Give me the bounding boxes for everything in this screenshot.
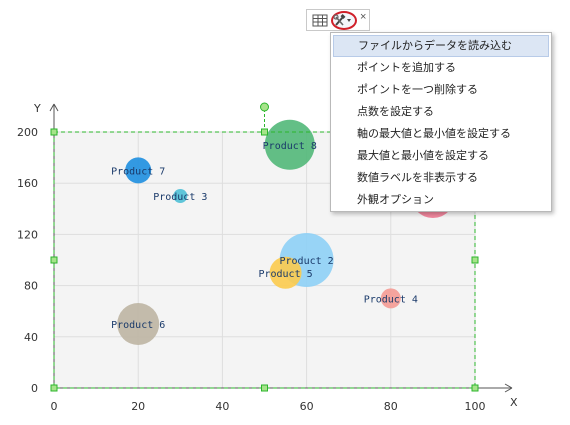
bubble <box>380 288 401 309</box>
chart-toolbar: × <box>306 9 370 31</box>
bubble-label: Product 3 <box>153 192 207 203</box>
x-tick-label: 80 <box>384 400 398 413</box>
menu-item-hide-labels[interactable]: 数値ラベルを非表示する <box>357 172 478 184</box>
y-tick-label: 80 <box>24 280 38 293</box>
y-tick-label: 40 <box>24 331 38 344</box>
x-tick-label: 60 <box>300 400 314 413</box>
y-tick-label: 120 <box>17 228 38 241</box>
bubble-label: Product 2 <box>280 256 334 267</box>
menu-item-remove-point[interactable]: ポイントを一つ削除する <box>357 84 478 96</box>
x-axis-arrow-icon <box>504 383 513 393</box>
bubble <box>269 256 302 289</box>
bubble-label: Product 8 <box>263 141 317 152</box>
resize-handle <box>50 128 58 136</box>
bubble-label: Product 5 <box>258 269 312 280</box>
bubble <box>117 303 160 345</box>
axes: 0 20 40 60 80 100 0 40 80 120 160 200 X Y <box>17 102 518 413</box>
menu-item-load-file[interactable]: ファイルからデータを読み込む <box>333 35 549 57</box>
resize-handle <box>471 256 479 264</box>
rotate-handle <box>260 102 269 112</box>
bubble-label: Product 4 <box>364 294 418 305</box>
resize-handle <box>261 128 268 136</box>
resize-handle <box>471 384 479 392</box>
context-menu: ファイルからデータを読み込む ポイントを追加する ポイントを一つ削除する 点数を… <box>330 32 552 212</box>
table-icon[interactable] <box>310 12 330 29</box>
resize-handle <box>261 384 268 392</box>
x-tick-label: 40 <box>215 400 229 413</box>
tools-icon <box>333 14 351 26</box>
menu-item-appearance[interactable]: 外観オプション <box>357 194 434 206</box>
x-tick-label: 100 <box>465 400 486 413</box>
bubble-label: Product 6 <box>111 320 165 331</box>
resize-handle <box>50 256 58 264</box>
bubble <box>173 189 188 203</box>
y-axis-arrow-icon <box>49 103 59 112</box>
chevron-down-icon <box>347 19 351 22</box>
y-axis-label: Y <box>33 102 41 115</box>
bubble-label: Product 7 <box>111 166 165 177</box>
menu-item-set-count[interactable]: 点数を設定する <box>357 106 434 118</box>
menu-item-add-point[interactable]: ポイントを追加する <box>357 62 456 74</box>
y-tick-label: 160 <box>17 177 38 190</box>
x-tick-label: 0 <box>51 400 58 413</box>
y-tick-label: 0 <box>31 382 38 395</box>
bubble <box>125 157 152 184</box>
menu-item-min-max[interactable]: 最大値と最小値を設定する <box>357 150 489 162</box>
menu-item-axis-range[interactable]: 軸の最大値と最小値を設定する <box>357 128 511 140</box>
x-axis-label: X <box>510 396 518 409</box>
selection-frame[interactable] <box>50 102 479 392</box>
x-tick-label: 20 <box>131 400 145 413</box>
tools-button[interactable] <box>331 11 357 30</box>
close-icon[interactable]: × <box>360 11 367 23</box>
resize-handle <box>50 384 58 392</box>
y-tick-label: 200 <box>17 126 38 139</box>
bubbles-layer: Product 2 Product 3 Product 4 Product 5 Prod… <box>111 119 455 345</box>
